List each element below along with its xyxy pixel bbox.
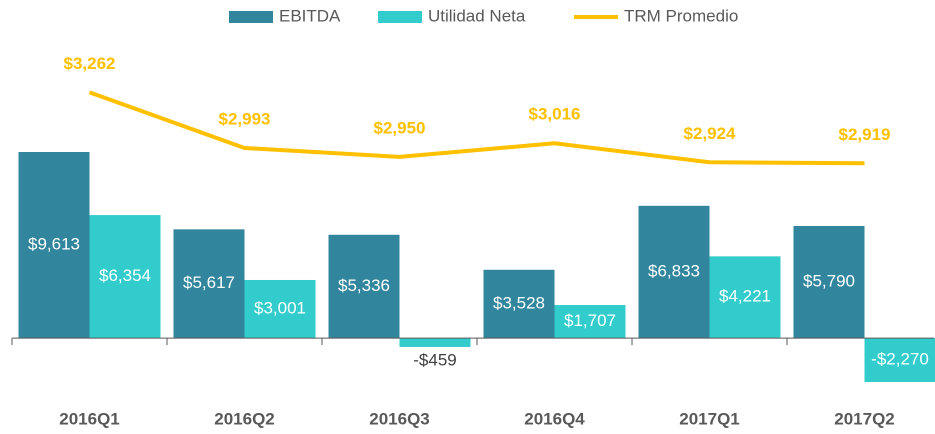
line-value-label: $2,919 [839, 125, 891, 144]
legend-swatch [378, 11, 422, 23]
bar [638, 205, 710, 339]
legend-swatch [229, 11, 273, 23]
bar [864, 338, 935, 382]
bar [483, 269, 555, 339]
line [88, 90, 865, 166]
bar [18, 152, 90, 339]
line-value-label: $2,950 [374, 118, 426, 137]
bar [89, 215, 161, 339]
value-label: $9,613 [28, 235, 80, 254]
bar [399, 338, 471, 347]
value-label: $5,617 [183, 273, 235, 292]
x-tick-label: 2016Q1 [59, 409, 120, 428]
bar [244, 279, 316, 339]
line-value-label: $3,016 [529, 105, 581, 124]
value-label: $4,221 [719, 287, 771, 306]
legend-label: EBITDA [279, 6, 341, 25]
x-tick-label: 2016Q4 [524, 409, 585, 428]
legend-label: TRM Promedio [624, 6, 738, 25]
value-label: -$2,270 [871, 350, 929, 369]
legend-label: Utilidad Neta [428, 6, 526, 25]
value-label: $5,336 [338, 276, 390, 295]
bar [793, 226, 865, 339]
bar [709, 256, 781, 339]
value-label: -$459 [413, 350, 456, 369]
line-value-label: $3,262 [64, 54, 116, 73]
value-label: $3,001 [254, 299, 306, 318]
value-label: $3,528 [493, 293, 545, 312]
value-label: $6,833 [648, 261, 700, 280]
value-label: $6,354 [99, 266, 151, 285]
bar [554, 305, 626, 339]
line-value-label: $2,924 [684, 124, 737, 143]
value-label: $1,707 [564, 311, 616, 330]
x-tick-label: 2016Q2 [214, 409, 275, 428]
x-tick-label: 2017Q1 [679, 409, 740, 428]
value-label: $5,790 [803, 272, 855, 291]
line-value-label: $2,993 [219, 109, 271, 128]
x-tick-label: 2016Q3 [369, 409, 430, 428]
x-tick-label: 2017Q2 [834, 409, 895, 428]
bar [173, 229, 245, 339]
bar [328, 234, 400, 339]
